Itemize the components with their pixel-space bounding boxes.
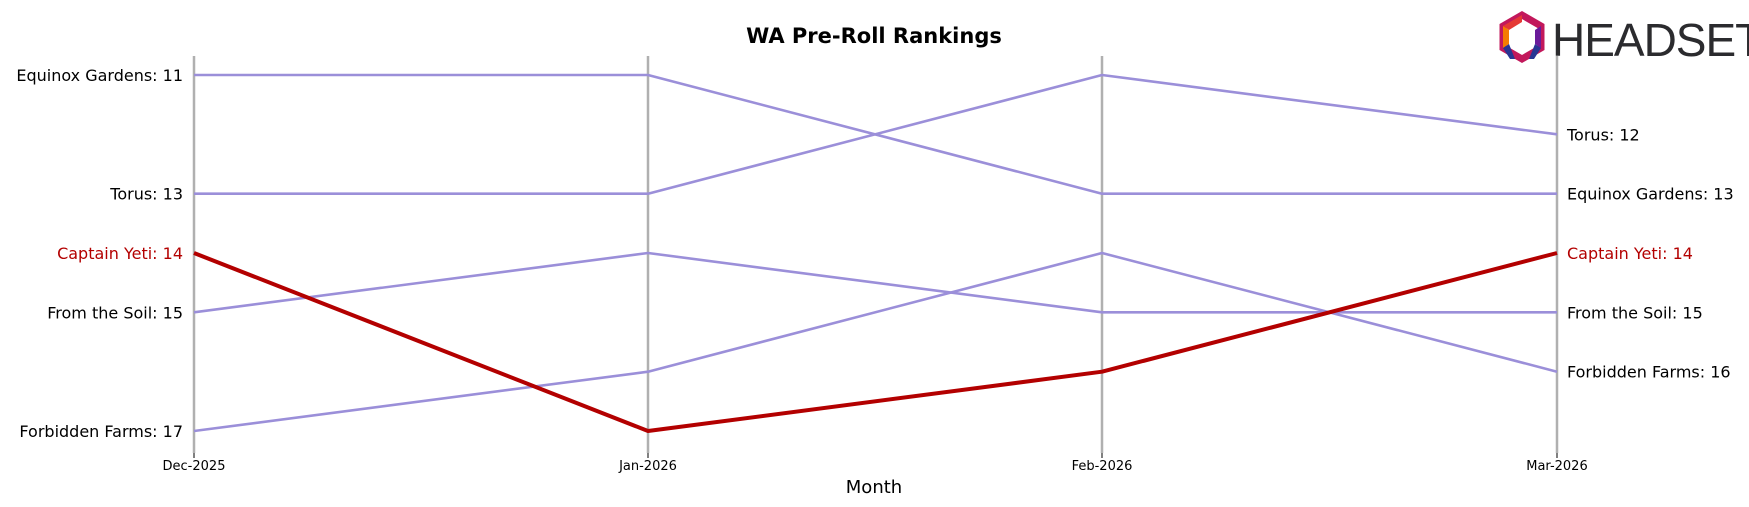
series-line-from-the-soil: [193, 251, 1557, 314]
left-label-torus: Torus: 13: [109, 185, 183, 204]
left-label-forbidden-farms: Forbidden Farms: 17: [19, 422, 183, 441]
right-label-forbidden-farms: Forbidden Farms: 16: [1567, 363, 1731, 382]
end-labels: Equinox Gardens: 11 Torus: 13 Captain Yeti…: [16, 66, 1733, 441]
left-label-captain-yeti: Captain Yeti: 14: [57, 244, 183, 263]
right-label-from-the-soil: From the Soil: 15: [1567, 303, 1703, 322]
right-label-torus: Torus: 12: [1566, 125, 1640, 144]
x-tick-label: Jan-2026: [618, 459, 677, 474]
month-axes: [192, 56, 1559, 458]
headset-logo-mark: [1499, 10, 1545, 64]
x-axis-label: Month: [846, 477, 902, 498]
x-tick-labels: Dec-2025 Jan-2026 Feb-2026 Mar-2026: [163, 459, 1588, 474]
x-tick-label: Mar-2026: [1526, 459, 1587, 474]
right-label-equinox-gardens: Equinox Gardens: 13: [1567, 185, 1734, 204]
x-tick-label: Feb-2026: [1072, 459, 1133, 474]
headset-logo: HEADSET: [1499, 10, 1749, 66]
left-label-equinox-gardens: Equinox Gardens: 11: [16, 66, 183, 85]
series-line-torus: [194, 73, 1558, 195]
right-label-captain-yeti: Captain Yeti: 14: [1567, 244, 1693, 263]
headset-logo-text: HEADSET: [1552, 14, 1749, 66]
x-tick-label: Dec-2025: [163, 459, 226, 474]
series-line-forbidden-farms: [193, 251, 1558, 433]
series-lines: [193, 73, 1558, 433]
left-label-from-the-soil: From the Soil: 15: [47, 303, 183, 322]
series-line-captain-yeti: [193, 251, 1558, 433]
chart-title: WA Pre-Roll Rankings: [746, 24, 1002, 48]
